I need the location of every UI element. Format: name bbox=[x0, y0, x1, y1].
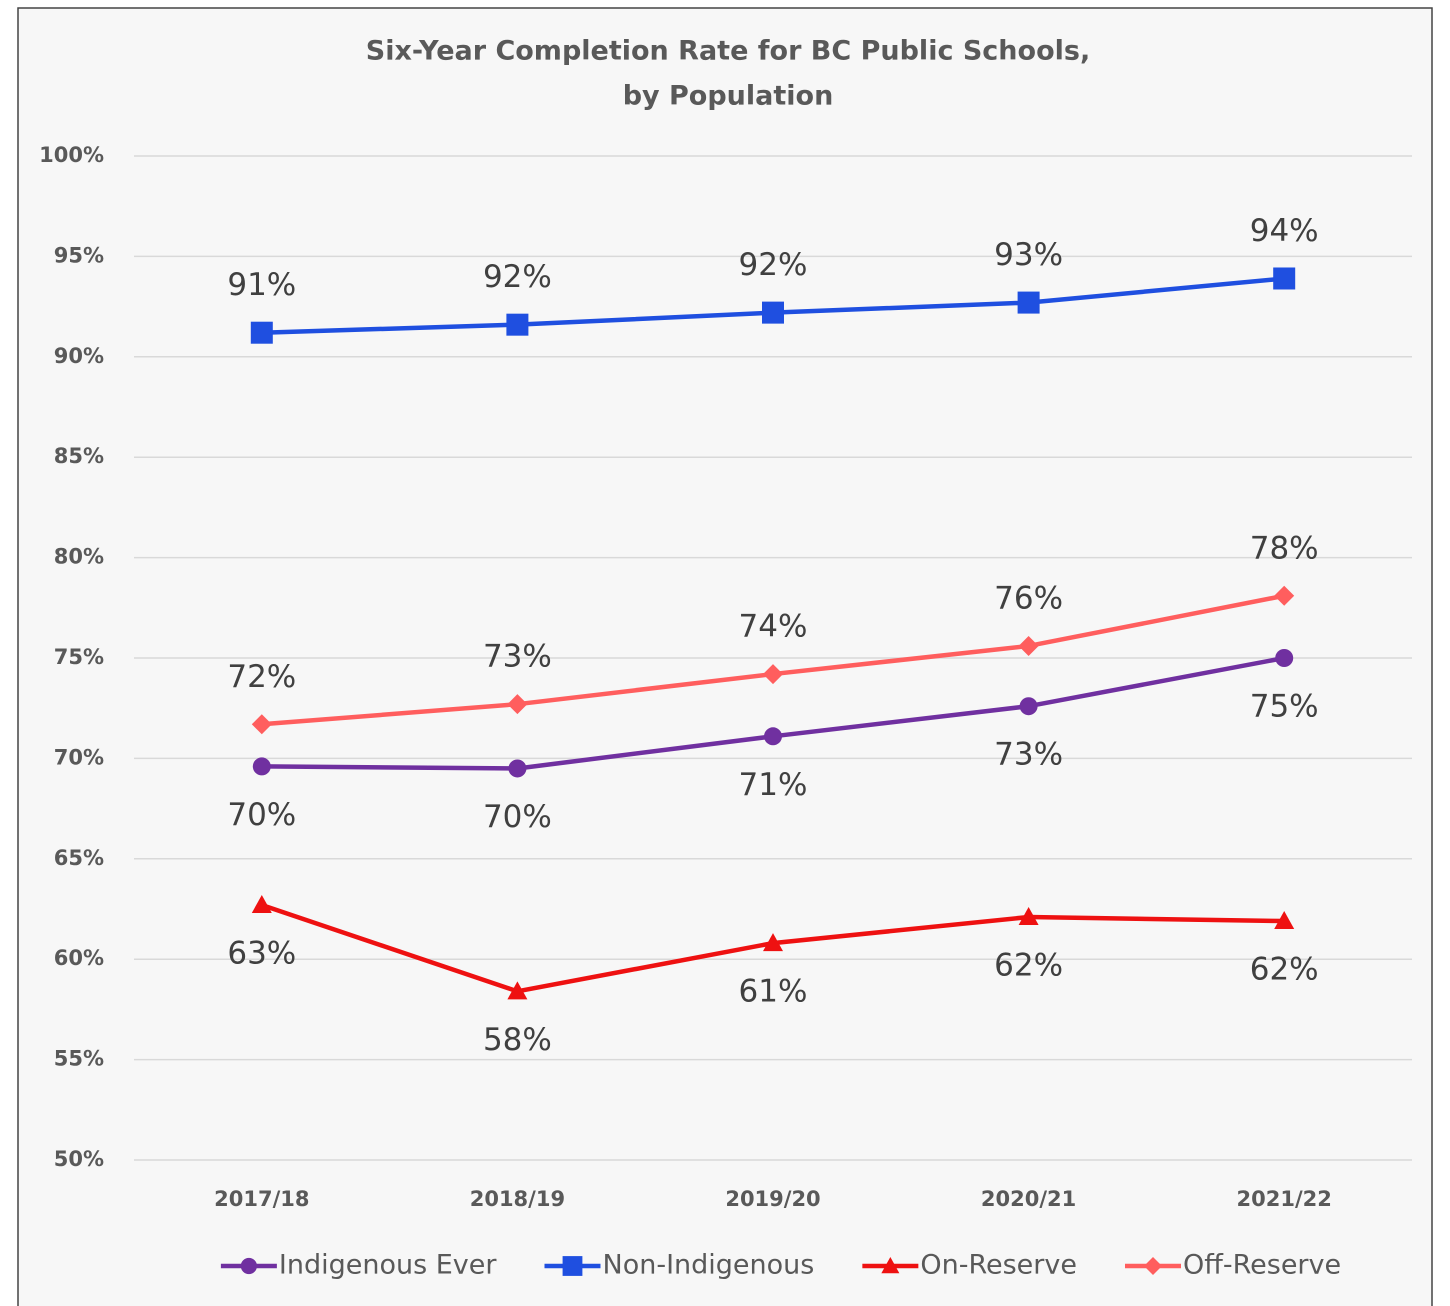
data-label: 74% bbox=[739, 609, 808, 645]
data-label: 94% bbox=[1250, 213, 1319, 249]
legend-marker bbox=[241, 1258, 257, 1274]
y-tick-label: 95% bbox=[54, 243, 104, 267]
marker bbox=[508, 759, 526, 777]
chart: Six-Year Completion Rate for BC Public S… bbox=[0, 0, 1450, 1306]
legend-label: On-Reserve bbox=[920, 1250, 1077, 1281]
y-tick-label: 80% bbox=[54, 545, 104, 569]
marker bbox=[1275, 649, 1293, 667]
data-label: 61% bbox=[739, 974, 808, 1010]
data-label: 73% bbox=[994, 737, 1063, 773]
y-tick-label: 50% bbox=[54, 1147, 104, 1171]
marker bbox=[1273, 267, 1295, 289]
data-label: 62% bbox=[1250, 952, 1319, 988]
marker bbox=[762, 302, 784, 324]
marker bbox=[506, 314, 528, 336]
y-tick-label: 90% bbox=[54, 344, 104, 368]
page: Six-Year Completion Rate for BC Public S… bbox=[0, 0, 1450, 1306]
x-tick-label: 2021/22 bbox=[1237, 1187, 1332, 1211]
marker bbox=[1018, 292, 1040, 314]
data-label: 70% bbox=[483, 799, 552, 835]
y-tick-label: 55% bbox=[54, 1047, 104, 1071]
marker bbox=[1020, 697, 1038, 715]
data-label: 58% bbox=[483, 1022, 552, 1058]
legend-marker bbox=[563, 1256, 583, 1276]
data-label: 92% bbox=[483, 259, 552, 295]
data-label: 76% bbox=[994, 580, 1063, 616]
data-label: 92% bbox=[739, 247, 808, 283]
x-tick-label: 2018/19 bbox=[470, 1187, 565, 1211]
data-label: 62% bbox=[994, 948, 1063, 984]
chart-title: by Population bbox=[623, 81, 834, 112]
legend-label: Off-Reserve bbox=[1183, 1250, 1341, 1281]
chart-title: Six-Year Completion Rate for BC Public S… bbox=[366, 36, 1090, 67]
marker bbox=[764, 727, 782, 745]
y-tick-label: 70% bbox=[54, 745, 104, 769]
data-label: 71% bbox=[739, 767, 808, 803]
marker bbox=[251, 322, 273, 344]
data-label: 78% bbox=[1250, 530, 1319, 566]
legend-label: Non-Indigenous bbox=[602, 1250, 814, 1281]
data-label: 63% bbox=[227, 935, 296, 971]
legend-label: Indigenous Ever bbox=[279, 1250, 498, 1281]
data-label: 91% bbox=[227, 267, 296, 303]
y-tick-label: 65% bbox=[54, 846, 104, 870]
x-tick-label: 2019/20 bbox=[725, 1187, 820, 1211]
y-tick-label: 85% bbox=[54, 444, 104, 468]
data-label: 70% bbox=[227, 797, 296, 833]
data-label: 72% bbox=[227, 659, 296, 695]
y-tick-label: 100% bbox=[39, 143, 104, 167]
marker bbox=[253, 757, 271, 775]
x-tick-label: 2017/18 bbox=[214, 1187, 309, 1211]
y-tick-label: 60% bbox=[54, 946, 104, 970]
data-label: 75% bbox=[1250, 689, 1319, 725]
x-tick-label: 2020/21 bbox=[981, 1187, 1076, 1211]
data-label: 93% bbox=[994, 237, 1063, 273]
data-label: 73% bbox=[483, 639, 552, 675]
chart-area bbox=[18, 8, 1432, 1306]
y-tick-label: 75% bbox=[54, 645, 104, 669]
